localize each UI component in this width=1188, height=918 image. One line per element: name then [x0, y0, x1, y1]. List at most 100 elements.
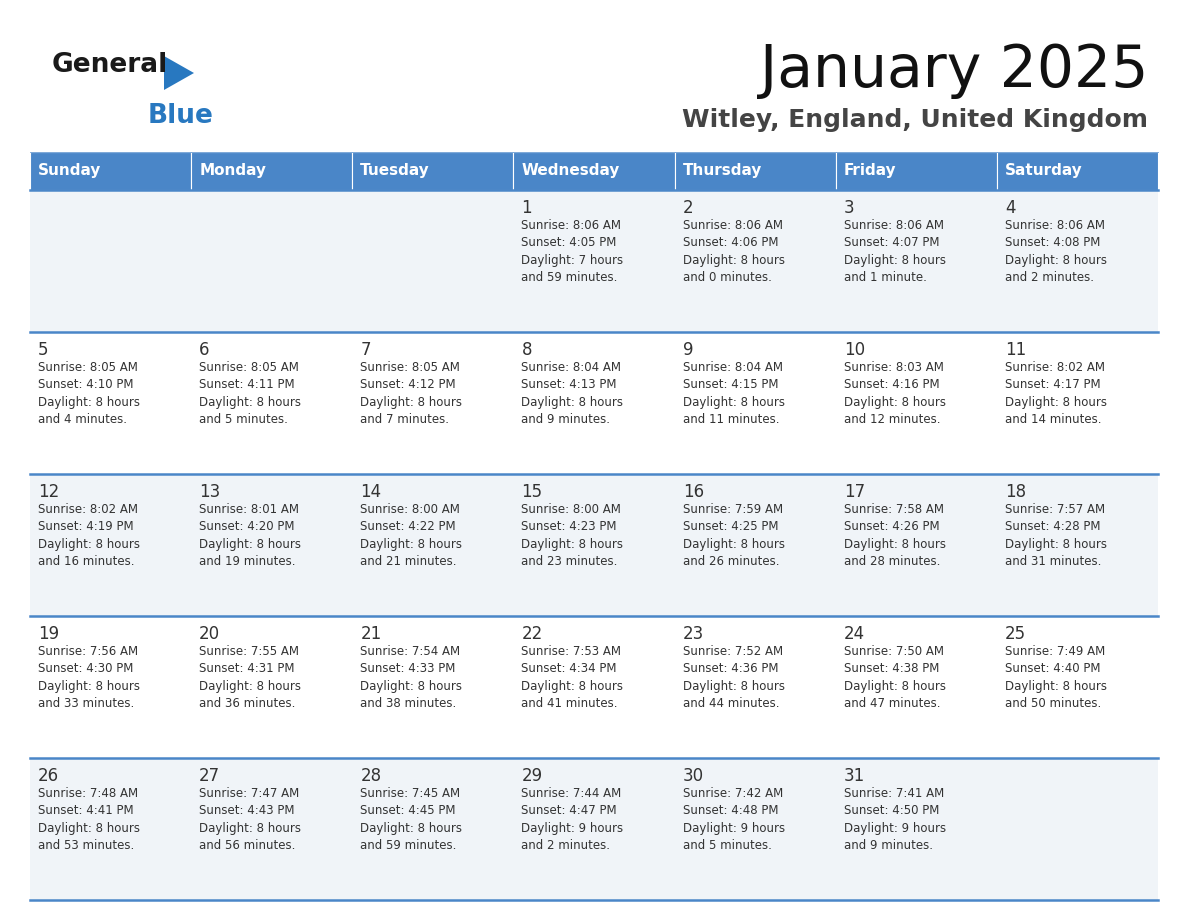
Text: Sunrise: 8:05 AM
Sunset: 4:12 PM
Daylight: 8 hours
and 7 minutes.: Sunrise: 8:05 AM Sunset: 4:12 PM Dayligh… — [360, 361, 462, 426]
Bar — [997, 332, 1158, 474]
Text: 7: 7 — [360, 341, 371, 359]
Bar — [835, 332, 997, 474]
Text: Sunrise: 7:50 AM
Sunset: 4:38 PM
Daylight: 8 hours
and 47 minutes.: Sunrise: 7:50 AM Sunset: 4:38 PM Dayligh… — [843, 644, 946, 710]
Text: Sunday: Sunday — [38, 163, 101, 178]
Text: Sunrise: 7:53 AM
Sunset: 4:34 PM
Daylight: 8 hours
and 41 minutes.: Sunrise: 7:53 AM Sunset: 4:34 PM Dayligh… — [522, 644, 624, 710]
Text: 6: 6 — [200, 341, 210, 359]
Bar — [191, 332, 353, 474]
Text: 21: 21 — [360, 624, 381, 643]
Bar — [353, 152, 513, 190]
Text: Sunrise: 7:45 AM
Sunset: 4:45 PM
Daylight: 8 hours
and 59 minutes.: Sunrise: 7:45 AM Sunset: 4:45 PM Dayligh… — [360, 787, 462, 852]
Bar — [835, 190, 997, 332]
Text: Wednesday: Wednesday — [522, 163, 620, 178]
Bar — [513, 152, 675, 190]
Text: 8: 8 — [522, 341, 532, 359]
Bar — [835, 616, 997, 758]
Text: 5: 5 — [38, 341, 49, 359]
Text: 27: 27 — [200, 767, 220, 785]
Text: 29: 29 — [522, 767, 543, 785]
Bar — [30, 332, 191, 474]
Text: Monday: Monday — [200, 163, 266, 178]
Text: 31: 31 — [843, 767, 865, 785]
Text: 2: 2 — [683, 198, 694, 217]
Text: Sunrise: 8:04 AM
Sunset: 4:13 PM
Daylight: 8 hours
and 9 minutes.: Sunrise: 8:04 AM Sunset: 4:13 PM Dayligh… — [522, 361, 624, 426]
Bar — [675, 152, 835, 190]
Bar — [675, 758, 835, 900]
Bar — [30, 152, 191, 190]
Text: Sunrise: 8:05 AM
Sunset: 4:11 PM
Daylight: 8 hours
and 5 minutes.: Sunrise: 8:05 AM Sunset: 4:11 PM Dayligh… — [200, 361, 302, 426]
Text: Sunrise: 7:54 AM
Sunset: 4:33 PM
Daylight: 8 hours
and 38 minutes.: Sunrise: 7:54 AM Sunset: 4:33 PM Dayligh… — [360, 644, 462, 710]
Bar — [353, 190, 513, 332]
Text: Saturday: Saturday — [1005, 163, 1082, 178]
Bar — [30, 758, 191, 900]
Bar — [675, 190, 835, 332]
Text: 17: 17 — [843, 483, 865, 500]
Bar — [513, 190, 675, 332]
Text: Sunrise: 7:44 AM
Sunset: 4:47 PM
Daylight: 9 hours
and 2 minutes.: Sunrise: 7:44 AM Sunset: 4:47 PM Dayligh… — [522, 787, 624, 852]
Bar — [191, 616, 353, 758]
Text: Sunrise: 8:06 AM
Sunset: 4:07 PM
Daylight: 8 hours
and 1 minute.: Sunrise: 8:06 AM Sunset: 4:07 PM Dayligh… — [843, 218, 946, 284]
Text: Sunrise: 8:02 AM
Sunset: 4:19 PM
Daylight: 8 hours
and 16 minutes.: Sunrise: 8:02 AM Sunset: 4:19 PM Dayligh… — [38, 502, 140, 568]
Text: General: General — [52, 52, 169, 78]
Text: Sunrise: 7:42 AM
Sunset: 4:48 PM
Daylight: 9 hours
and 5 minutes.: Sunrise: 7:42 AM Sunset: 4:48 PM Dayligh… — [683, 787, 785, 852]
Text: Sunrise: 7:58 AM
Sunset: 4:26 PM
Daylight: 8 hours
and 28 minutes.: Sunrise: 7:58 AM Sunset: 4:26 PM Dayligh… — [843, 502, 946, 568]
Text: Sunrise: 7:57 AM
Sunset: 4:28 PM
Daylight: 8 hours
and 31 minutes.: Sunrise: 7:57 AM Sunset: 4:28 PM Dayligh… — [1005, 502, 1107, 568]
Text: 13: 13 — [200, 483, 221, 500]
Text: Sunrise: 8:05 AM
Sunset: 4:10 PM
Daylight: 8 hours
and 4 minutes.: Sunrise: 8:05 AM Sunset: 4:10 PM Dayligh… — [38, 361, 140, 426]
Text: Blue: Blue — [148, 103, 214, 129]
Bar — [191, 758, 353, 900]
Text: 19: 19 — [38, 624, 59, 643]
Text: 22: 22 — [522, 624, 543, 643]
Text: Friday: Friday — [843, 163, 897, 178]
Text: Sunrise: 8:06 AM
Sunset: 4:05 PM
Daylight: 7 hours
and 59 minutes.: Sunrise: 8:06 AM Sunset: 4:05 PM Dayligh… — [522, 218, 624, 284]
Text: 12: 12 — [38, 483, 59, 500]
Bar — [997, 758, 1158, 900]
Text: 9: 9 — [683, 341, 693, 359]
Bar — [513, 474, 675, 616]
Text: Sunrise: 8:06 AM
Sunset: 4:08 PM
Daylight: 8 hours
and 2 minutes.: Sunrise: 8:06 AM Sunset: 4:08 PM Dayligh… — [1005, 218, 1107, 284]
Bar — [30, 616, 191, 758]
Text: Sunrise: 8:00 AM
Sunset: 4:23 PM
Daylight: 8 hours
and 23 minutes.: Sunrise: 8:00 AM Sunset: 4:23 PM Dayligh… — [522, 502, 624, 568]
Bar — [353, 474, 513, 616]
Bar — [675, 474, 835, 616]
Text: 11: 11 — [1005, 341, 1026, 359]
Text: Sunrise: 7:55 AM
Sunset: 4:31 PM
Daylight: 8 hours
and 36 minutes.: Sunrise: 7:55 AM Sunset: 4:31 PM Dayligh… — [200, 644, 302, 710]
Text: 14: 14 — [360, 483, 381, 500]
Bar — [675, 616, 835, 758]
Text: 30: 30 — [683, 767, 703, 785]
Bar — [997, 474, 1158, 616]
Text: 18: 18 — [1005, 483, 1026, 500]
Bar — [675, 332, 835, 474]
Bar — [997, 190, 1158, 332]
Bar — [191, 474, 353, 616]
Text: 15: 15 — [522, 483, 543, 500]
Text: 20: 20 — [200, 624, 220, 643]
Bar — [353, 616, 513, 758]
Bar — [191, 152, 353, 190]
Bar — [30, 190, 191, 332]
Text: 3: 3 — [843, 198, 854, 217]
Text: January 2025: January 2025 — [759, 42, 1148, 99]
Text: Sunrise: 8:00 AM
Sunset: 4:22 PM
Daylight: 8 hours
and 21 minutes.: Sunrise: 8:00 AM Sunset: 4:22 PM Dayligh… — [360, 502, 462, 568]
Text: 23: 23 — [683, 624, 703, 643]
Bar — [835, 758, 997, 900]
Bar — [353, 758, 513, 900]
Text: 28: 28 — [360, 767, 381, 785]
Text: Sunrise: 7:59 AM
Sunset: 4:25 PM
Daylight: 8 hours
and 26 minutes.: Sunrise: 7:59 AM Sunset: 4:25 PM Dayligh… — [683, 502, 784, 568]
Bar — [513, 616, 675, 758]
Bar — [513, 332, 675, 474]
Bar — [191, 190, 353, 332]
Text: 1: 1 — [522, 198, 532, 217]
Text: Sunrise: 7:49 AM
Sunset: 4:40 PM
Daylight: 8 hours
and 50 minutes.: Sunrise: 7:49 AM Sunset: 4:40 PM Dayligh… — [1005, 644, 1107, 710]
Polygon shape — [164, 56, 194, 90]
Text: Sunrise: 8:06 AM
Sunset: 4:06 PM
Daylight: 8 hours
and 0 minutes.: Sunrise: 8:06 AM Sunset: 4:06 PM Dayligh… — [683, 218, 784, 284]
Text: Sunrise: 7:48 AM
Sunset: 4:41 PM
Daylight: 8 hours
and 53 minutes.: Sunrise: 7:48 AM Sunset: 4:41 PM Dayligh… — [38, 787, 140, 852]
Text: Sunrise: 7:41 AM
Sunset: 4:50 PM
Daylight: 9 hours
and 9 minutes.: Sunrise: 7:41 AM Sunset: 4:50 PM Dayligh… — [843, 787, 946, 852]
Text: Sunrise: 7:52 AM
Sunset: 4:36 PM
Daylight: 8 hours
and 44 minutes.: Sunrise: 7:52 AM Sunset: 4:36 PM Dayligh… — [683, 644, 784, 710]
Text: Sunrise: 7:56 AM
Sunset: 4:30 PM
Daylight: 8 hours
and 33 minutes.: Sunrise: 7:56 AM Sunset: 4:30 PM Dayligh… — [38, 644, 140, 710]
Bar — [353, 332, 513, 474]
Text: 26: 26 — [38, 767, 59, 785]
Text: Sunrise: 8:03 AM
Sunset: 4:16 PM
Daylight: 8 hours
and 12 minutes.: Sunrise: 8:03 AM Sunset: 4:16 PM Dayligh… — [843, 361, 946, 426]
Text: 25: 25 — [1005, 624, 1026, 643]
Text: Thursday: Thursday — [683, 163, 762, 178]
